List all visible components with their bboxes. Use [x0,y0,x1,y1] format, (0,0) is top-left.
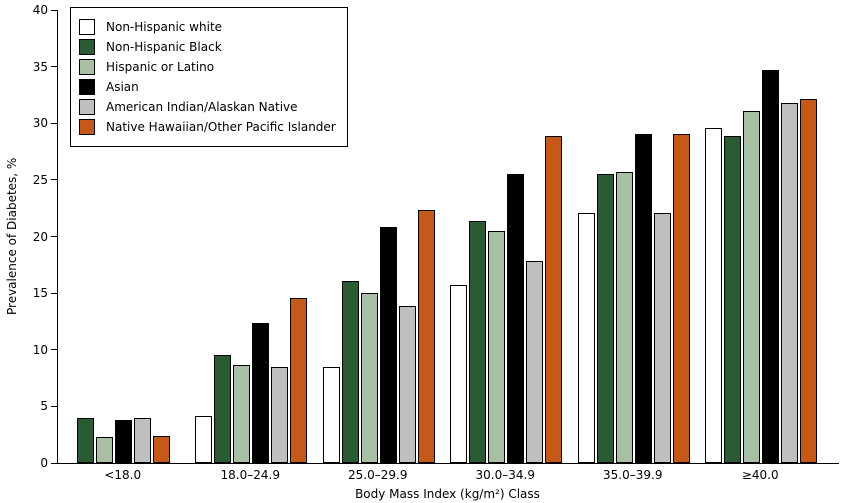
legend-item: Non-Hispanic white [79,19,337,35]
y-tick [51,9,57,11]
x-axis-labels: <18.0 18.0–24.9 25.0–29.9 30.0–34.9 35.0–39.… [59,468,824,482]
y-tick [51,292,57,294]
bar-group [698,10,826,463]
legend-swatch [79,59,95,75]
bar-group [60,10,188,463]
y-tick [51,66,57,68]
x-axis-title: Body Mass Index (kg/m²) Class [355,487,540,501]
y-tick-label: 0 [40,456,48,470]
bar-groups [60,10,825,463]
legend-label: American Indian/Alaskan Native [106,100,298,114]
legend-item: Native Hawaiian/Other Pacific Islander [79,119,337,135]
x-category-label: ≥40.0 [741,468,779,482]
y-tick-label: 25 [32,172,48,187]
y-tick [51,179,57,181]
bar [469,220,487,463]
bar [596,174,614,463]
legend-swatch [79,79,95,95]
bar-group [315,10,443,463]
bar [360,293,378,463]
y-tick [51,122,57,124]
plot-area: 0 5 10 15 20 25 30 35 40 [33,4,839,469]
y-axis-title: Prevalence of Diabetes, % [5,157,19,316]
bar [615,172,633,463]
bar [634,133,652,463]
bar-group [443,10,571,463]
legend-label: Hispanic or Latino [106,60,215,74]
bar [134,417,152,463]
bar [545,135,563,463]
legend-item: Hispanic or Latino [79,59,337,75]
legend: Non-Hispanic white Non-Hispanic Black Hisp… [70,7,348,147]
bar [322,367,340,463]
bar [507,174,525,463]
bar [271,367,289,463]
y-tick-label: 35 [32,59,48,74]
bar-group [188,10,316,463]
bar [705,128,723,463]
legend-item: Asian [79,79,337,95]
x-category-label: <18.0 [104,468,142,482]
y-tick [51,462,57,464]
y-tick [51,349,57,351]
legend-swatch [79,19,95,35]
bar [488,231,506,463]
bar [653,212,671,463]
bar [526,260,544,463]
bar [672,133,690,463]
legend-label: Native Hawaiian/Other Pacific Islander [106,120,336,134]
bar [379,226,397,463]
y-tick-label: 5 [40,399,48,414]
bar [577,212,595,463]
y-tick-label: 40 [32,3,48,17]
bar [290,297,308,463]
bar [743,111,761,463]
legend-swatch [79,119,95,135]
y-tick-label: 10 [32,342,48,357]
legend-label: Non-Hispanic Black [106,40,222,54]
bar [195,415,213,463]
x-category-label: 25.0–29.9 [348,468,408,482]
bar [450,285,468,463]
bar [96,437,114,463]
bar [214,354,232,463]
bar [800,98,818,463]
x-category-label: 30.0–34.9 [475,468,535,482]
legend-swatch [79,99,95,115]
bar [724,135,742,463]
bar [77,417,95,463]
x-category-label: 18.0–24.9 [220,468,280,482]
bar [233,364,251,463]
bar [417,209,435,463]
bar [762,70,780,463]
legend-swatch [79,39,95,55]
y-tick-label: 30 [32,116,48,131]
bar [115,420,133,463]
bar [153,436,171,463]
bar-group [570,10,698,463]
y-tick-label: 20 [32,229,48,244]
bar [398,305,416,463]
legend-item: American Indian/Alaskan Native [79,99,337,115]
y-tick [51,236,57,237]
bar [252,322,270,463]
bar [781,103,799,463]
x-category-label: 35.0–39.9 [603,468,663,482]
legend-label: Asian [106,80,139,94]
y-tick [51,405,57,407]
bar [341,280,359,463]
legend-rows: Non-Hispanic white Non-Hispanic Black Hisp… [79,19,337,135]
legend-label: Non-Hispanic white [106,20,223,34]
y-tick-label: 15 [32,286,48,301]
legend-item: Non-Hispanic Black [79,39,337,55]
